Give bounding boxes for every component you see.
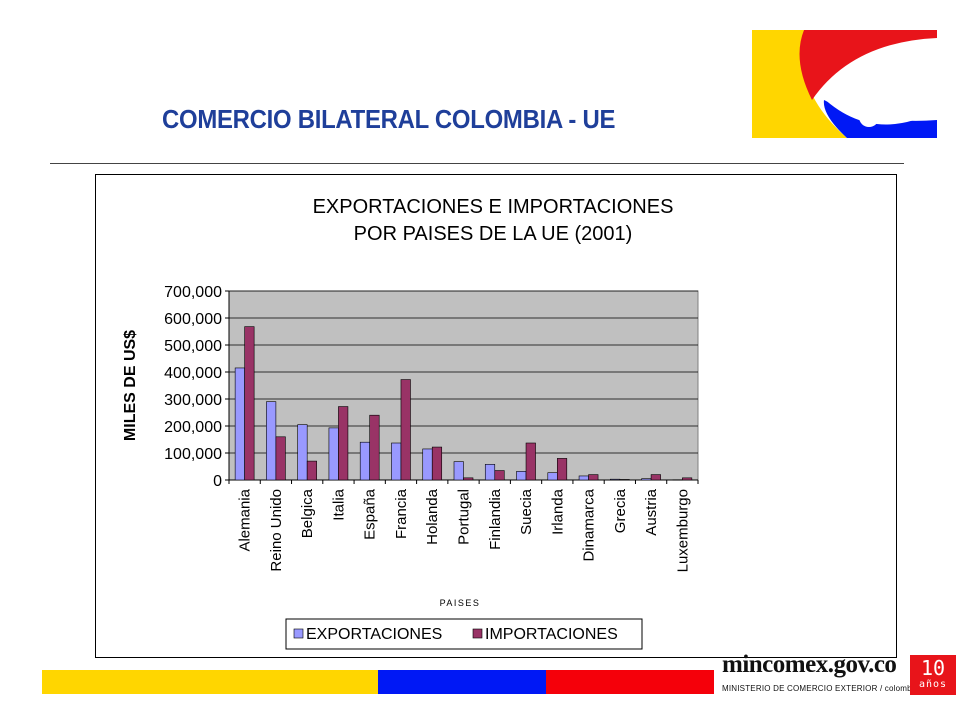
x-tick-label: Belgica [299, 488, 316, 538]
x-tick-label: Irlanda [549, 488, 566, 535]
bar-importaciones-luxemburgo [682, 477, 693, 481]
x-tick-label: Reino Unido [268, 489, 285, 572]
legend-swatch-exportaciones [293, 628, 304, 639]
bar-importaciones-alemania [244, 326, 255, 481]
y-tick-label: 500,000 [164, 338, 222, 355]
x-tick-label: Holanda [424, 488, 441, 545]
band-yellow [42, 670, 378, 694]
bar-exportaciones-luxemburgo [672, 479, 683, 481]
bar-importaciones-reino-unido [275, 436, 286, 481]
x-tick-label: Italia [330, 488, 347, 520]
y-tick-label: 700,000 [164, 284, 222, 301]
x-tick-label: Luxemburgo [674, 489, 691, 572]
anniversary-badge: 10 años [910, 655, 956, 695]
chart-legend: EXPORTACIONES IMPORTACIONES [285, 618, 643, 650]
x-tick-label: Suecia [518, 488, 535, 535]
x-tick-label: Austria [643, 488, 660, 535]
y-tick-label: 200,000 [164, 419, 222, 436]
badge-number: 10 [920, 656, 946, 680]
bar-importaciones-grecia [619, 479, 630, 481]
bar-importaciones-dinamarca [588, 474, 599, 481]
bar-exportaciones-irlanda [547, 472, 558, 481]
bar-importaciones-francia [400, 379, 411, 481]
mincomex-logo-icon [752, 30, 940, 138]
bar-exportaciones-austria [641, 478, 652, 481]
bar-exportaciones-portugal [453, 461, 464, 481]
legend-swatch-importaciones [472, 628, 483, 639]
bar-importaciones-italia [338, 406, 349, 481]
bar-exportaciones-dinamarca [578, 475, 589, 481]
bar-exportaciones-holanda [422, 448, 433, 481]
bar-exportaciones-finlandia [484, 464, 496, 481]
bar-exportaciones-italia [328, 427, 339, 481]
bar-importaciones-finlandia [494, 470, 505, 481]
bar-importaciones-austria [650, 474, 661, 481]
band-blue [378, 670, 546, 694]
x-tick-label: Portugal [456, 489, 473, 545]
chart-title-line-2: POR PAISES DE LA UE (2001) [354, 223, 633, 245]
x-tick-label: Grecia [612, 488, 629, 533]
badge-word: años [918, 679, 948, 690]
chart-frame: EXPORTACIONES E IMPORTACIONES POR PAISES… [95, 174, 897, 658]
legend-label-exportaciones: EXPORTACIONES [306, 626, 442, 643]
brand-subtitle: MINISTERIO DE COMERCIO EXTERIOR / colomb… [722, 684, 919, 693]
bar-importaciones-belgica [306, 460, 317, 481]
x-tick-label: Dinamarca [581, 488, 598, 561]
title-divider [50, 163, 904, 164]
brand-site-text: mincomex.gov.co [722, 651, 897, 678]
y-tick-label: 100,000 [164, 446, 222, 463]
chart-title-line-1: EXPORTACIONES E IMPORTACIONES [313, 196, 674, 218]
bar-exportaciones-francia [391, 442, 402, 481]
bar-importaciones-portugal [463, 477, 474, 481]
bar-exportaciones-suecia [516, 471, 527, 481]
bar-importaciones-suecia [525, 442, 536, 481]
legend-label-importaciones: IMPORTACIONES [485, 626, 618, 643]
bar-exportaciones-españa [359, 441, 371, 481]
x-tick-label: Alemania [237, 488, 254, 551]
color-band [42, 670, 714, 694]
y-axis-label: MILES DE US$ [122, 330, 139, 441]
y-tick-label: 600,000 [164, 311, 222, 328]
bar-exportaciones-belgica [297, 424, 308, 481]
bar-exportaciones-reino-unido [266, 401, 277, 481]
bar-exportaciones-alemania [234, 367, 245, 481]
bar-chart: EXPORTACIONES E IMPORTACIONES POR PAISES… [122, 196, 699, 650]
bar-importaciones-españa [369, 414, 380, 481]
bar-exportaciones-grecia [610, 478, 621, 481]
bar-importaciones-irlanda [556, 458, 568, 481]
y-tick-label: 300,000 [164, 392, 222, 409]
band-red [546, 670, 714, 694]
y-tick-label: 0 [213, 473, 222, 490]
x-tick-label: España [362, 488, 379, 540]
bar-importaciones-holanda [431, 446, 443, 481]
slide-title: COMERCIO BILATERAL COLOMBIA - UE [162, 104, 616, 134]
y-tick-label: 400,000 [164, 365, 222, 382]
x-tick-label: Finlandia [487, 488, 504, 550]
x-tick-label: Francia [393, 488, 410, 539]
x-axis-label: PAISES [440, 598, 481, 608]
